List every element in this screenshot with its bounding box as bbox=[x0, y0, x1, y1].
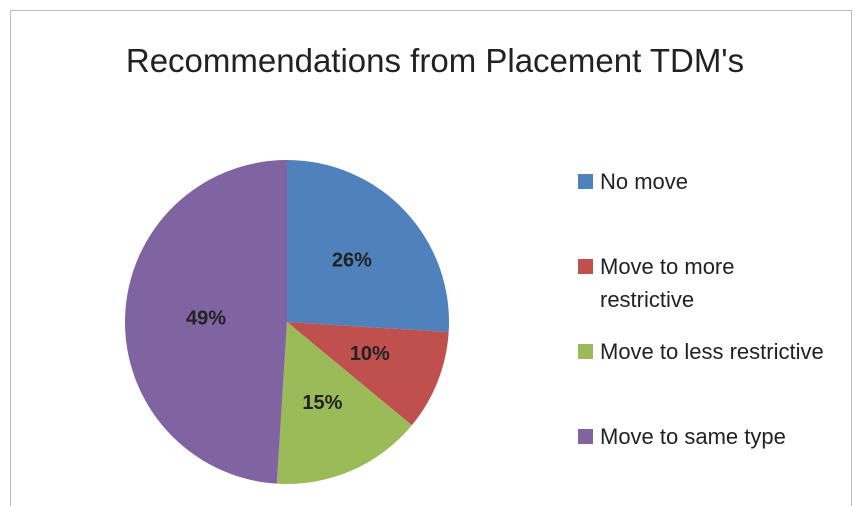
legend-swatch bbox=[578, 429, 593, 444]
chart-title: Recommendations from Placement TDM's bbox=[125, 42, 745, 79]
legend-item: Move to less restrictive bbox=[578, 335, 838, 368]
data-label: 26% bbox=[332, 249, 372, 271]
pie-slice bbox=[125, 160, 288, 484]
legend-label: Move to same type bbox=[600, 424, 786, 449]
legend-item: Move to more restrictive bbox=[578, 250, 838, 316]
legend-swatch bbox=[578, 174, 593, 189]
pie-slice bbox=[287, 322, 449, 426]
data-label: 49% bbox=[186, 308, 226, 330]
chart-frame bbox=[10, 10, 852, 506]
legend-label: Move to more restrictive bbox=[600, 254, 735, 312]
legend-item: No move bbox=[578, 165, 838, 198]
legend-label: Move to less restrictive bbox=[600, 339, 824, 364]
pie-slice bbox=[287, 160, 449, 333]
data-label: 10% bbox=[350, 343, 390, 365]
legend-label: No move bbox=[600, 169, 689, 194]
legend-swatch bbox=[578, 344, 593, 359]
pie-slice bbox=[276, 322, 412, 484]
data-label: 15% bbox=[302, 392, 342, 414]
legend-swatch bbox=[578, 259, 593, 274]
legend-item: Move to same type bbox=[578, 420, 838, 453]
